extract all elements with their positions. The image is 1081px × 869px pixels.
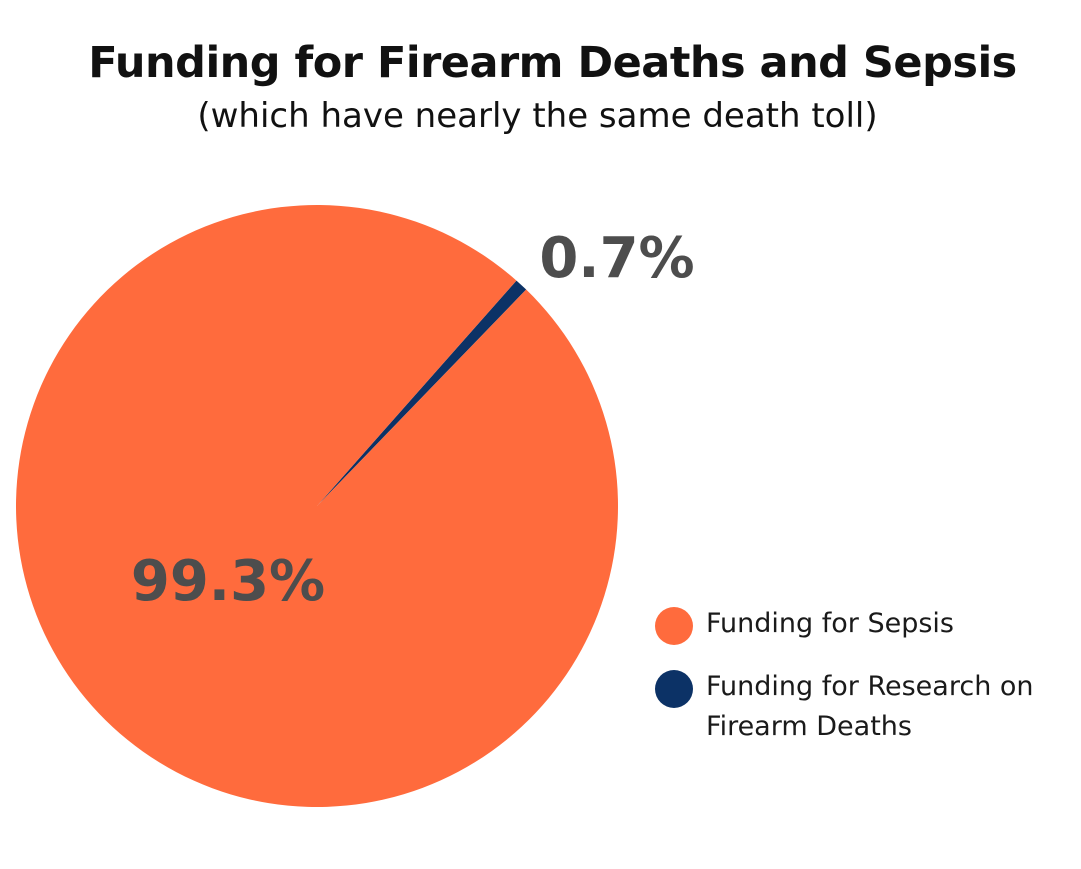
legend-swatch-sepsis (655, 607, 693, 645)
legend-item-sepsis: Funding for Sepsis (655, 604, 1075, 645)
legend-label-sepsis: Funding for Sepsis (706, 608, 954, 639)
chart-title: Funding for Firearm Deaths and Sepsis (88, 38, 1017, 88)
data-label-sepsis: 99.3% (131, 549, 325, 614)
legend-item-firearm: Funding for Research on Firearm Deaths (655, 667, 1075, 747)
chart-legend: Funding for Sepsis Funding for Research … (655, 604, 1075, 769)
legend-swatch-firearm (655, 670, 693, 708)
chart-subtitle: (which have nearly the same death toll) (197, 96, 878, 136)
legend-label-firearm: Funding for Research on Firearm Deaths (706, 671, 1034, 742)
slice-sepsis (15, 204, 618, 807)
data-label-firearm: 0.7% (539, 226, 694, 291)
slice-firearm (317, 280, 527, 506)
